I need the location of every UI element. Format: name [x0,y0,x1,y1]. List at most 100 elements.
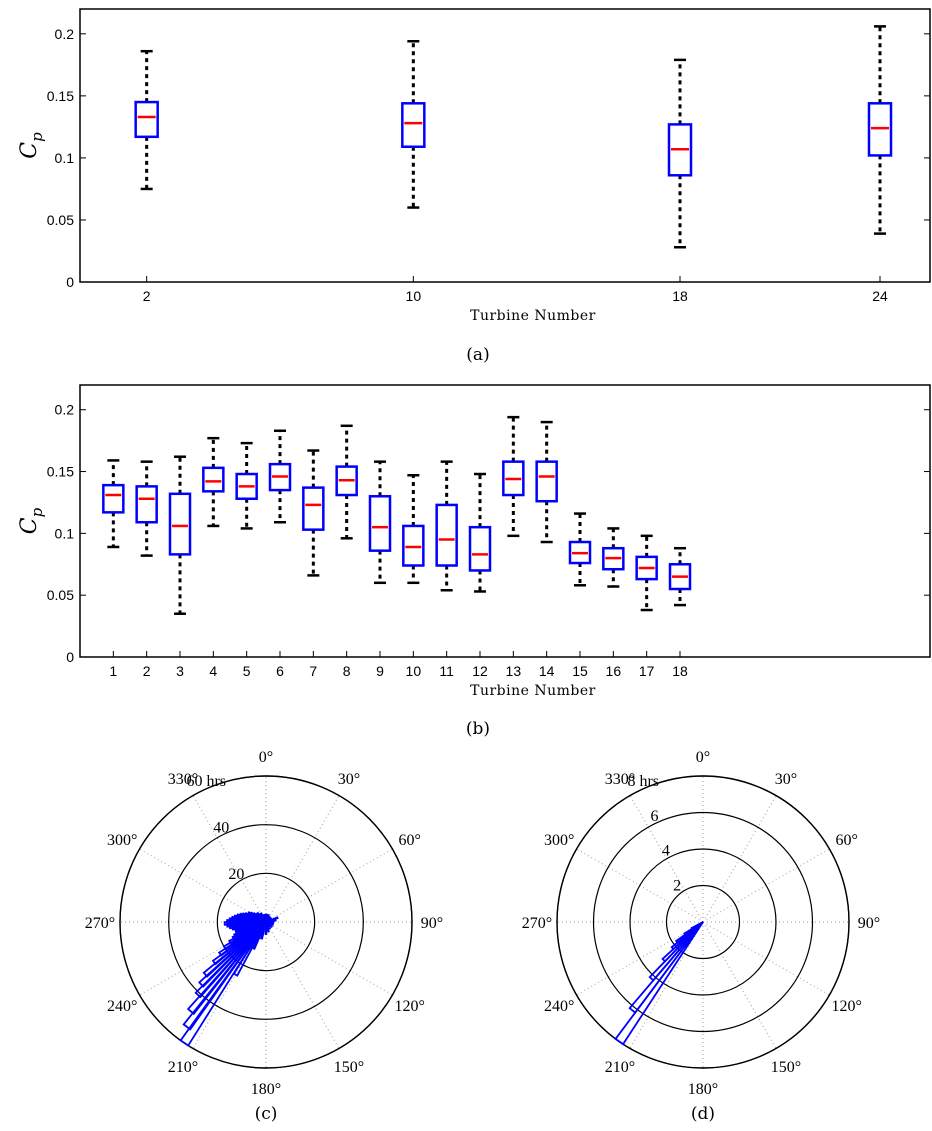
polar-ring [168,824,364,1020]
polar-spoke [192,795,267,923]
box-iqr [867,102,893,157]
x-tick-label: 4 [209,663,217,679]
x-tick-label: 16 [606,663,622,679]
y-tick-label: 0.2 [55,402,75,418]
angle-label: 30° [338,771,360,788]
angle-label: 210° [605,1059,635,1076]
histogram-bar [265,921,275,926]
x-tick-label: 11 [439,663,454,679]
polar-outer-ring [556,775,850,1069]
box-iqr [202,466,225,493]
radial-label: 20 [228,866,244,883]
x-tick-label: 24 [872,288,888,304]
x-tick-label: 6 [276,663,284,679]
x-tick-label: 10 [406,288,422,304]
box-iqr [368,495,392,552]
y-axis-label: Cp [17,132,46,159]
angle-label: 240° [107,998,137,1015]
angle-label: 210° [168,1059,198,1076]
panel-c-polar-histogram: 20 40 60 hrs 0° 30° 60° 90° 120° 150° 180° 210° 240… [85,749,443,1098]
radial-label: 2 [673,877,681,894]
box-iqr [102,483,125,514]
box-iqr [635,555,658,581]
polar-spoke [265,848,393,923]
box-iqr [668,563,692,591]
polar-spoke [265,795,340,923]
box-iqr [134,100,159,139]
polar-outer-ring [119,775,413,1069]
angle-label: 0° [259,749,273,766]
box-item [401,40,426,209]
box-item [202,436,225,528]
box-iqr [468,525,492,572]
box-item [602,527,625,588]
angle-label: 300° [544,832,574,849]
polar-spoke [139,848,267,923]
box-item [568,512,592,587]
box-item [468,472,492,593]
angle-label: 120° [832,998,862,1015]
box-item [435,460,458,592]
box-item [268,429,292,524]
box-item [135,460,158,557]
histogram-bar [232,921,267,977]
box-item [235,441,258,530]
box-iqr [268,462,292,492]
x-tick-label: 18 [672,663,688,679]
y-tick-label: 0.15 [47,464,74,480]
y-tick-label: 0 [66,274,74,290]
y-tick-label: 0.1 [55,150,75,166]
histogram-bar [264,921,268,936]
polar-spoke [265,921,340,1049]
angle-label: 180° [251,1081,281,1098]
polar-ring [216,872,316,972]
box-iqr [135,485,158,524]
caption-d: (d) [691,1104,715,1124]
y-tick-label: 0.05 [47,212,74,228]
angle-label: 150° [771,1059,801,1076]
y-tick-label: 0.05 [47,587,74,603]
box-iqr [435,503,458,567]
panel-d-polar-histogram: 24 6 8 hrs 0° 30° 60° 90° 120° 150° 180° 210° 240° 2… [522,749,880,1098]
histogram-bar [265,921,274,929]
y-axis-label: Cp [17,507,46,534]
polar-spoke [265,921,393,996]
x-tick-label: 12 [472,663,488,679]
x-tick-label: 17 [639,663,655,679]
histogram-bar [265,918,277,923]
panel-a-boxplot: 0 0.05 0.1 0.15 0.2 2 10 18 24 Turbine Number Cp [17,8,931,324]
box-iqr [401,102,426,148]
box-item [134,49,159,191]
box-item [368,460,392,585]
x-tick-label: 3 [176,663,184,679]
y-axis-label-sub: p [28,507,46,517]
box-item [668,546,692,607]
box-iqr [502,460,525,497]
box-item [502,415,525,538]
angle-label: 60° [399,832,421,849]
x-tick-label: 5 [243,663,251,679]
box-iqr [168,492,192,556]
box-iqr [535,460,558,503]
y-tick-label: 0 [66,649,74,665]
angle-label: 120° [395,998,425,1015]
x-tick-label: 1 [109,663,117,679]
box-iqr [302,486,325,531]
radial-label: 40 [213,820,229,837]
caption-b: (b) [466,719,490,739]
angle-label: 30° [775,771,797,788]
angle-label: 270° [522,915,552,932]
polar-ring [629,848,777,996]
angle-label: 180° [688,1081,718,1098]
angle-label: 150° [334,1059,364,1076]
box-iqr [667,123,693,177]
x-tick-label: 8 [343,663,351,679]
y-tick-label: 0.2 [55,26,75,42]
x-tick-label: 14 [539,663,555,679]
angle-label: 270° [85,915,115,932]
panel-b-boxplot: 00.050.10.150.21 2 3 4 5 6 7 8 9 10 11 12 13 14 15 16 17… [17,384,931,699]
box-item [102,459,125,549]
box-iqr [402,524,425,567]
x-axis-label: Turbine Number [470,683,596,699]
angle-label: 240° [544,998,574,1015]
